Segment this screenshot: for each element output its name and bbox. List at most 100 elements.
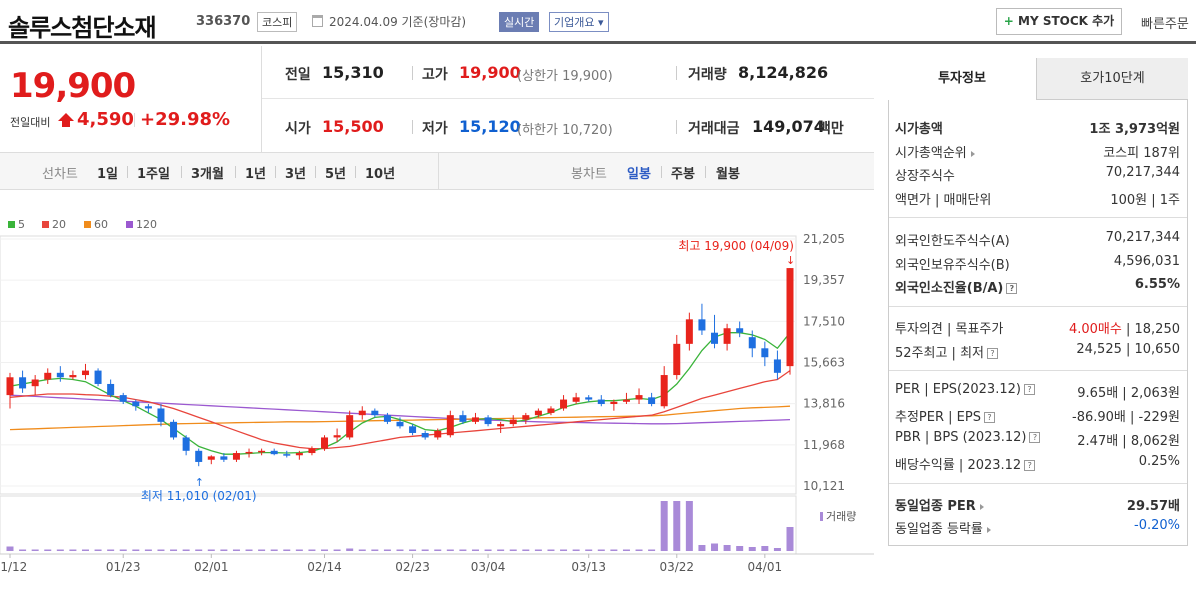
tab-orderbook[interactable]: 호가10단계 bbox=[1037, 58, 1188, 100]
volume-bar bbox=[132, 549, 140, 551]
y-tick-label: 13,816 bbox=[803, 397, 845, 411]
y-tick-label: 11,968 bbox=[803, 438, 845, 452]
sector-per-label[interactable]: 동일업종 PER bbox=[895, 495, 984, 514]
candle-body bbox=[610, 401, 618, 405]
divider bbox=[889, 370, 1187, 371]
candle-body bbox=[572, 397, 580, 402]
tab-10y[interactable]: 10년 bbox=[365, 167, 396, 182]
candle-body bbox=[333, 435, 341, 438]
candle-body bbox=[547, 408, 555, 413]
volume-bar bbox=[421, 549, 429, 551]
amount-value: 149,074 bbox=[752, 117, 825, 136]
foreign-limit-label: 외국인한도주식수(A) bbox=[895, 234, 1010, 249]
help-icon[interactable]: ? bbox=[1023, 384, 1035, 395]
candle-body bbox=[270, 450, 278, 455]
volume-bar bbox=[434, 549, 442, 551]
par-value-value: 100원 | 1주 bbox=[1110, 193, 1180, 208]
legend-label: 5 bbox=[18, 218, 25, 231]
candle-body bbox=[220, 456, 228, 460]
volume-bar bbox=[534, 549, 542, 551]
help-icon[interactable]: ? bbox=[987, 348, 998, 359]
volume-bar bbox=[321, 549, 329, 551]
sector-change-value: -0.20% bbox=[1134, 518, 1180, 533]
amount-unit: 백만 bbox=[818, 121, 844, 137]
divider bbox=[705, 166, 706, 178]
quick-order-button[interactable]: 빠른주문 bbox=[1141, 17, 1189, 32]
divider bbox=[134, 113, 135, 127]
candle-body bbox=[497, 424, 505, 427]
tab-3y[interactable]: 3년 bbox=[285, 167, 307, 182]
candle-body bbox=[786, 268, 794, 367]
volume-bar bbox=[409, 549, 417, 551]
ma-line-20 bbox=[9, 370, 791, 450]
legend-label: 20 bbox=[52, 218, 66, 231]
realtime-button[interactable]: 실시간 bbox=[499, 12, 540, 32]
candle-body bbox=[321, 437, 329, 449]
chevron-down-icon: ▾ bbox=[597, 16, 604, 29]
volume-legend-swatch bbox=[820, 512, 823, 521]
volume-bar bbox=[509, 549, 517, 551]
x-tick-label: 02/14 bbox=[307, 560, 342, 574]
candle-body bbox=[434, 430, 442, 438]
volume-bar bbox=[673, 501, 681, 551]
help-icon[interactable]: ? bbox=[1024, 460, 1036, 471]
y-tick-label: 21,205 bbox=[803, 232, 845, 246]
foreign-held-label: 외국인보유주식수(B) bbox=[895, 258, 1010, 273]
sector-per-value: 29.57배 bbox=[1126, 499, 1180, 514]
legend-swatch bbox=[126, 221, 133, 228]
volume-bar bbox=[622, 549, 630, 551]
target-price: | 18,250 bbox=[1126, 322, 1180, 337]
divider bbox=[412, 120, 413, 134]
est-per-eps-label: 추정PER | EPS? bbox=[895, 406, 995, 425]
tab-daily[interactable]: 일봉 bbox=[627, 167, 651, 182]
tab-3m[interactable]: 3개월 bbox=[191, 167, 224, 182]
tab-weekly[interactable]: 주봉 bbox=[671, 167, 695, 182]
divider bbox=[315, 166, 316, 178]
candle-body bbox=[723, 328, 731, 344]
volume-bar bbox=[157, 549, 165, 551]
tab-1w[interactable]: 1주일 bbox=[137, 167, 170, 182]
legend-label: 120 bbox=[136, 218, 157, 231]
volume-bar bbox=[94, 549, 102, 551]
market-cap-rank-label[interactable]: 시가총액순위 bbox=[895, 142, 975, 161]
x-tick-label: 04/01 bbox=[748, 560, 783, 574]
candle-body bbox=[736, 328, 744, 333]
candle-body bbox=[597, 399, 605, 405]
dividend-label: 배당수익률 | 2023.12? bbox=[895, 454, 1036, 473]
open-label: 시가 bbox=[285, 121, 311, 137]
par-value-label: 액면가 | 매매단위 bbox=[895, 193, 992, 208]
volume-bar bbox=[773, 548, 781, 551]
volume-bar bbox=[245, 549, 253, 551]
stock-code: 336370 bbox=[196, 14, 251, 29]
volume-bar bbox=[170, 549, 178, 551]
x-tick-label: 02/01 bbox=[194, 560, 229, 574]
volume-bar bbox=[660, 501, 668, 551]
candle-body bbox=[157, 408, 165, 422]
candle-body bbox=[748, 337, 756, 349]
tab-monthly[interactable]: 월봉 bbox=[716, 167, 740, 182]
help-icon[interactable]: ? bbox=[1029, 432, 1041, 443]
candle-body bbox=[585, 397, 593, 400]
help-icon[interactable]: ? bbox=[1006, 283, 1018, 294]
tab-investment-info[interactable]: 투자정보 bbox=[888, 58, 1037, 100]
ma-line-120 bbox=[9, 394, 791, 425]
candle-chart-label: 봉차트 bbox=[571, 167, 607, 182]
volume-bar bbox=[698, 545, 706, 551]
volume-bar bbox=[283, 549, 291, 551]
add-mystock-button[interactable]: + MY STOCK 추가 bbox=[996, 8, 1122, 35]
tab-1d[interactable]: 1일 bbox=[97, 167, 119, 182]
volume-bar bbox=[711, 543, 719, 551]
candle-body bbox=[207, 456, 215, 460]
candle-body bbox=[711, 332, 719, 344]
candle-body bbox=[144, 406, 152, 409]
x-tick-label: 03/13 bbox=[571, 560, 606, 574]
volume-bar bbox=[547, 549, 555, 551]
help-icon[interactable]: ? bbox=[983, 412, 995, 423]
plus-icon: + bbox=[1003, 14, 1014, 28]
sector-change-label[interactable]: 동일업종 등락률 bbox=[895, 518, 991, 537]
candle-body bbox=[31, 379, 39, 387]
company-info-dropdown[interactable]: 기업개요 ▾ bbox=[549, 12, 609, 32]
tab-5y[interactable]: 5년 bbox=[325, 167, 347, 182]
tab-1y[interactable]: 1년 bbox=[245, 167, 267, 182]
x-tick-label: 01/12 bbox=[0, 560, 27, 574]
